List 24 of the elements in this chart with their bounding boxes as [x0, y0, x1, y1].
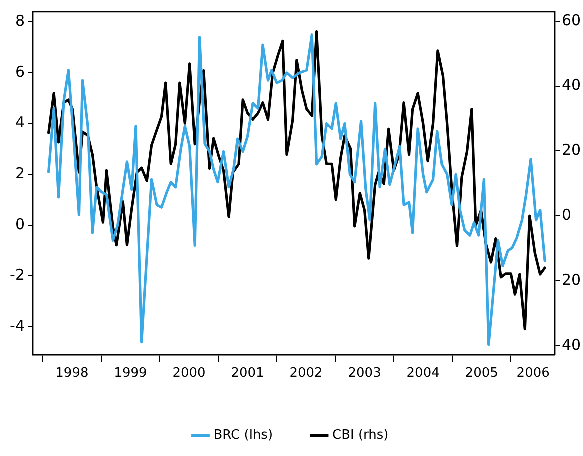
y2-tick-label: 40	[562, 336, 582, 354]
legend-label: BRC (lhs)	[214, 428, 274, 443]
y-tick-label: 6	[15, 62, 25, 81]
y-tick-label: -2	[10, 266, 25, 284]
y-tick-label: 2	[15, 164, 25, 182]
x-tick-label: 2004	[406, 366, 440, 382]
y2-tick-label: 20	[562, 141, 582, 160]
y2-tick-label: 60	[562, 11, 582, 30]
y2-tick-label: 40	[562, 76, 582, 94]
x-tick-label: 2001	[231, 366, 264, 382]
x-tick-label: 2000	[172, 366, 206, 382]
x-tick-label: 2003	[348, 366, 382, 382]
x-tick-label: 1998	[56, 366, 89, 382]
y-tick-label: -4	[10, 316, 25, 335]
y2-tick-label: 20	[562, 270, 582, 289]
x-tick-label: 2006	[516, 366, 550, 382]
y2-tick-label: 0	[562, 206, 572, 224]
x-tick-label: 1999	[114, 366, 148, 382]
x-tick-label: 2005	[465, 366, 498, 382]
legend-label: CBI (rhs)	[332, 428, 389, 443]
y-tick-label: 4	[15, 114, 25, 132]
y-tick-label: 8	[15, 12, 25, 30]
x-tick-label: 2002	[290, 366, 323, 382]
y-tick-label: 0	[15, 215, 25, 234]
